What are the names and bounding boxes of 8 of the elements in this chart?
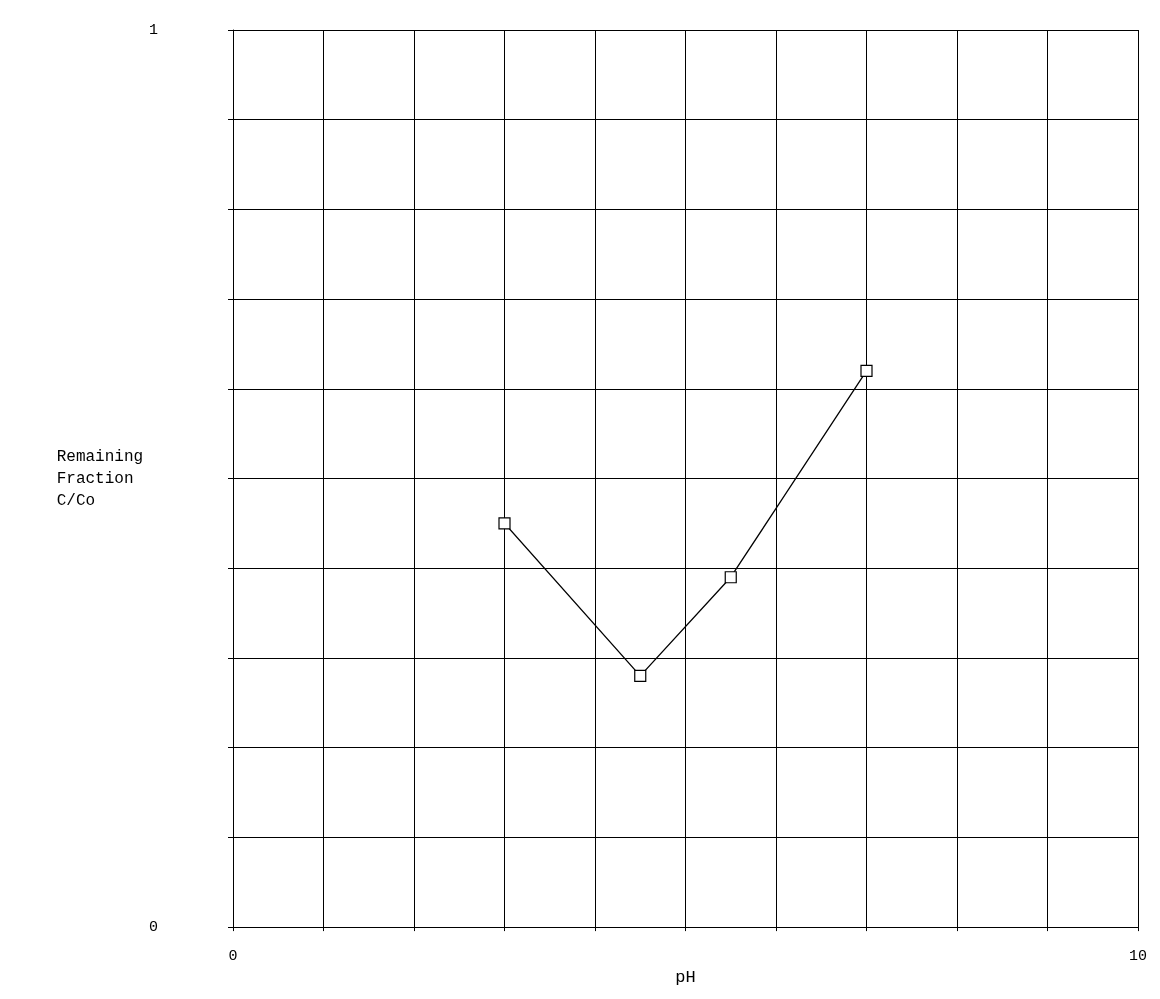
point (724, 571, 737, 584)
point (634, 669, 647, 683)
point (860, 364, 873, 377)
y-axis-title: Remaining Fraction C/Co (56, 447, 144, 510)
x-tick-label: 10 (1128, 948, 1148, 966)
x-axis-title: pH (675, 968, 696, 987)
point (498, 517, 511, 530)
y-tick-label: 1 (148, 21, 158, 39)
